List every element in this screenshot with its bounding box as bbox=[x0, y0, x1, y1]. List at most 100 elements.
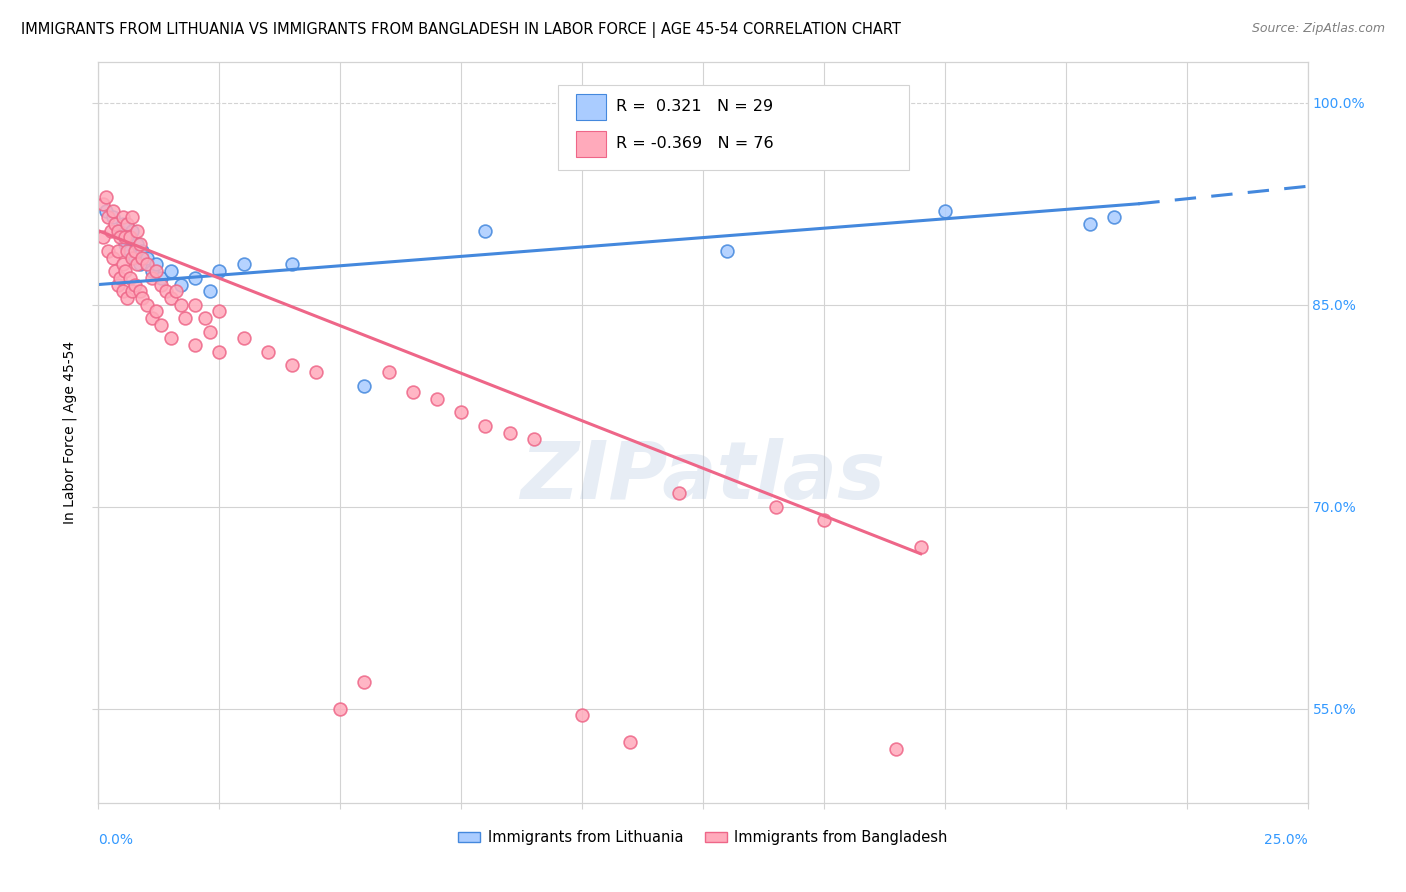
Point bbox=[169, 277, 191, 292]
Point bbox=[100, 224, 122, 238]
Point bbox=[150, 277, 173, 292]
Point bbox=[108, 224, 131, 238]
FancyBboxPatch shape bbox=[576, 131, 606, 157]
Point bbox=[910, 540, 932, 554]
Text: ZIPatlas: ZIPatlas bbox=[520, 438, 886, 516]
Point bbox=[474, 224, 496, 238]
Point bbox=[117, 217, 139, 231]
Point bbox=[94, 190, 117, 204]
Point bbox=[450, 405, 472, 419]
Point bbox=[121, 211, 143, 225]
Point bbox=[886, 742, 908, 756]
Point bbox=[94, 203, 117, 218]
Point bbox=[118, 230, 141, 244]
Point bbox=[281, 257, 304, 271]
Text: R = -0.369   N = 76: R = -0.369 N = 76 bbox=[616, 136, 773, 152]
Point bbox=[141, 264, 163, 278]
Point bbox=[198, 285, 221, 299]
Point bbox=[1078, 217, 1101, 231]
Y-axis label: In Labor Force | Age 45-54: In Labor Force | Age 45-54 bbox=[62, 341, 77, 524]
Point bbox=[121, 224, 143, 238]
Point bbox=[91, 196, 114, 211]
Point bbox=[523, 433, 546, 447]
Point bbox=[184, 270, 207, 285]
Point bbox=[232, 331, 254, 345]
Point bbox=[765, 500, 787, 514]
Point bbox=[619, 735, 641, 749]
Point bbox=[498, 425, 520, 440]
Point bbox=[145, 257, 167, 271]
Point bbox=[91, 230, 114, 244]
Point bbox=[114, 264, 136, 278]
Legend: Immigrants from Lithuania, Immigrants from Bangladesh: Immigrants from Lithuania, Immigrants fr… bbox=[453, 824, 953, 851]
Point bbox=[160, 264, 183, 278]
Point bbox=[232, 257, 254, 271]
Point bbox=[329, 701, 352, 715]
Point bbox=[402, 385, 425, 400]
Point bbox=[104, 264, 127, 278]
Point bbox=[1102, 211, 1125, 225]
Point bbox=[208, 344, 231, 359]
Point bbox=[135, 298, 157, 312]
Point bbox=[107, 244, 129, 258]
Text: 0.0%: 0.0% bbox=[98, 832, 134, 847]
Point bbox=[104, 217, 127, 231]
Point bbox=[108, 230, 131, 244]
Point bbox=[165, 285, 187, 299]
Point bbox=[281, 359, 304, 373]
Point bbox=[135, 257, 157, 271]
Point bbox=[145, 304, 167, 318]
Point bbox=[127, 237, 149, 252]
Point bbox=[108, 270, 131, 285]
Point bbox=[571, 708, 593, 723]
Text: IMMIGRANTS FROM LITHUANIA VS IMMIGRANTS FROM BANGLADESH IN LABOR FORCE | AGE 45-: IMMIGRANTS FROM LITHUANIA VS IMMIGRANTS … bbox=[21, 22, 901, 38]
Point bbox=[121, 285, 143, 299]
Point bbox=[305, 365, 328, 379]
Point bbox=[198, 325, 221, 339]
Point bbox=[145, 264, 167, 278]
Point bbox=[107, 224, 129, 238]
Point bbox=[111, 257, 134, 271]
Point bbox=[114, 237, 136, 252]
Point bbox=[131, 251, 153, 265]
FancyBboxPatch shape bbox=[576, 95, 606, 120]
Point bbox=[111, 217, 134, 231]
Point bbox=[716, 244, 738, 258]
Point bbox=[135, 251, 157, 265]
Point bbox=[184, 338, 207, 352]
Point bbox=[101, 251, 124, 265]
Point bbox=[128, 285, 150, 299]
Point bbox=[208, 264, 231, 278]
Point bbox=[256, 344, 278, 359]
Point bbox=[194, 311, 217, 326]
Point bbox=[117, 244, 139, 258]
Point bbox=[141, 270, 163, 285]
Point bbox=[150, 270, 173, 285]
Point bbox=[141, 311, 163, 326]
Point bbox=[160, 291, 183, 305]
Point bbox=[131, 291, 153, 305]
Point bbox=[128, 237, 150, 252]
Point bbox=[127, 224, 149, 238]
Point bbox=[160, 331, 183, 345]
Point bbox=[474, 418, 496, 433]
Text: 25.0%: 25.0% bbox=[1264, 832, 1308, 847]
Point bbox=[111, 285, 134, 299]
Point bbox=[117, 230, 139, 244]
Point bbox=[124, 244, 146, 258]
Point bbox=[150, 318, 173, 332]
Point bbox=[114, 230, 136, 244]
Point bbox=[131, 244, 153, 258]
Point bbox=[128, 257, 150, 271]
Point bbox=[426, 392, 449, 406]
Point bbox=[377, 365, 399, 379]
Point bbox=[97, 211, 120, 225]
Point bbox=[353, 378, 375, 392]
Text: R =  0.321   N = 29: R = 0.321 N = 29 bbox=[616, 99, 773, 114]
Point bbox=[934, 203, 956, 218]
Point bbox=[124, 251, 146, 265]
Point bbox=[111, 211, 134, 225]
Point bbox=[107, 277, 129, 292]
Point bbox=[118, 244, 141, 258]
Point bbox=[813, 513, 835, 527]
